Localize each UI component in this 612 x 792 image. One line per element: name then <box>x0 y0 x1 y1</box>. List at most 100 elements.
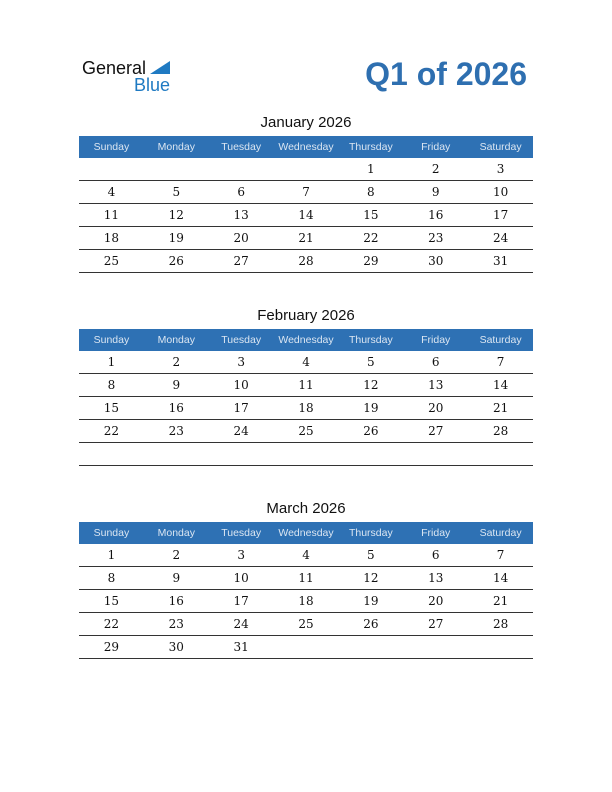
weekday-label: Thursday <box>348 527 393 539</box>
day-cell: 9 <box>172 571 181 585</box>
day-cell: 8 <box>107 378 116 392</box>
day-cell: 14 <box>492 378 509 392</box>
week-row: 22 23 24 25 26 27 28 <box>79 613 533 636</box>
day-cell: 2 <box>431 162 440 176</box>
day-cell: 31 <box>492 254 509 268</box>
day-cell: 1 <box>367 162 375 176</box>
day-cell: 6 <box>431 355 440 369</box>
day-cell: 11 <box>298 378 314 392</box>
day-cell: 26 <box>363 424 379 438</box>
day-cell: 17 <box>492 208 509 222</box>
day-cell: 17 <box>233 401 249 415</box>
day-cell: 13 <box>428 571 444 585</box>
logo-text-general: General <box>82 58 147 78</box>
day-cell: 21 <box>492 594 509 608</box>
day-cell: 31 <box>233 640 249 654</box>
week-row: 1 2 3 <box>79 158 533 181</box>
day-cell: 19 <box>363 401 379 415</box>
weekday-header: Sunday Monday Tuesday Wednesday Thursday Frid… <box>79 136 533 158</box>
week-row: 11 12 13 14 15 16 17 <box>79 204 533 227</box>
day-cell: 5 <box>172 185 181 199</box>
day-cell: 16 <box>168 594 184 608</box>
day-cell: 7 <box>496 548 505 562</box>
day-cell: 6 <box>431 548 440 562</box>
weekday-label: Tuesday <box>221 527 262 539</box>
day-cell: 27 <box>233 254 249 268</box>
day-cell: 18 <box>103 231 120 245</box>
logo-triangle-icon <box>150 61 170 74</box>
day-cell: 29 <box>363 254 379 268</box>
weekday-label: Tuesday <box>221 334 262 346</box>
weekday-label: Monday <box>157 527 195 539</box>
day-cell: 28 <box>492 424 509 438</box>
weekday-header: Sunday Monday Tuesday Wednesday Thursday Frid… <box>79 329 533 351</box>
day-cell: 18 <box>298 401 314 415</box>
day-cell: 1 <box>107 548 116 562</box>
day-cell: 26 <box>363 617 379 631</box>
day-cell: 4 <box>107 185 116 199</box>
day-cell: 11 <box>298 571 314 585</box>
weekday-label: Monday <box>157 141 195 153</box>
month-calendar: February 2026 Sunday Monday Tuesday Wednesda… <box>79 307 533 466</box>
day-cell: 18 <box>298 594 314 608</box>
day-cell: 20 <box>428 594 444 608</box>
day-cell: 12 <box>168 208 184 222</box>
day-cell: 29 <box>103 640 120 654</box>
day-cell: 23 <box>428 231 444 245</box>
week-row: 8 9 10 11 12 13 14 <box>79 374 533 397</box>
weekday-label: Sunday <box>93 527 130 539</box>
day-cell: 28 <box>298 254 314 268</box>
month-calendar: January 2026 Sunday Monday Tuesday Wednesday… <box>79 114 533 273</box>
day-cell: 11 <box>103 208 120 222</box>
day-cell: 4 <box>302 355 310 369</box>
weekday-label: Sunday <box>93 334 130 346</box>
day-cell: 8 <box>367 185 375 199</box>
day-cell: 5 <box>367 355 375 369</box>
day-cell: 27 <box>428 617 444 631</box>
day-cell: 15 <box>363 208 379 222</box>
day-cell: 23 <box>168 617 184 631</box>
week-row: 1 2 3 4 5 6 7 <box>79 351 533 374</box>
week-row: 25 26 27 28 29 30 31 <box>79 250 533 273</box>
day-cell: 22 <box>103 617 120 631</box>
day-cell: 28 <box>492 617 509 631</box>
day-cell: 24 <box>233 424 249 438</box>
day-cell: 3 <box>237 355 245 369</box>
week-row: 15 16 17 18 19 20 21 <box>79 590 533 613</box>
day-cell: 10 <box>233 571 249 585</box>
weekday-label: Friday <box>421 527 451 539</box>
day-cell: 30 <box>428 254 444 268</box>
day-cell: 27 <box>428 424 444 438</box>
day-cell: 30 <box>168 640 184 654</box>
day-cell: 23 <box>168 424 184 438</box>
week-row: 18 19 20 21 22 23 24 <box>79 227 533 250</box>
day-cell: 8 <box>107 571 116 585</box>
day-cell: 20 <box>233 231 249 245</box>
day-cell: 5 <box>367 548 375 562</box>
day-cell: 2 <box>172 355 181 369</box>
day-cell: 22 <box>363 231 379 245</box>
weekday-label: Saturday <box>479 527 522 539</box>
day-cell: 16 <box>168 401 184 415</box>
day-cell: 7 <box>496 355 505 369</box>
day-cell: 15 <box>103 594 120 608</box>
week-row: 4 5 6 7 8 9 10 <box>79 181 533 204</box>
day-cell: 19 <box>363 594 379 608</box>
day-cell: 6 <box>237 185 245 199</box>
weekday-label: Sunday <box>93 141 130 153</box>
day-cell: 9 <box>172 378 181 392</box>
week-row <box>79 443 533 466</box>
day-cell: 25 <box>103 254 120 268</box>
week-row: 29 30 31 <box>79 636 533 659</box>
day-cell: 3 <box>237 548 245 562</box>
day-cell: 10 <box>233 378 249 392</box>
day-cell: 17 <box>233 594 249 608</box>
day-cell: 19 <box>168 231 184 245</box>
week-row: 15 16 17 18 19 20 21 <box>79 397 533 420</box>
weekday-label: Saturday <box>479 334 522 346</box>
day-cell: 13 <box>233 208 249 222</box>
day-cell: 4 <box>302 548 310 562</box>
month-title: January 2026 <box>260 114 352 131</box>
day-cell: 14 <box>298 208 314 222</box>
